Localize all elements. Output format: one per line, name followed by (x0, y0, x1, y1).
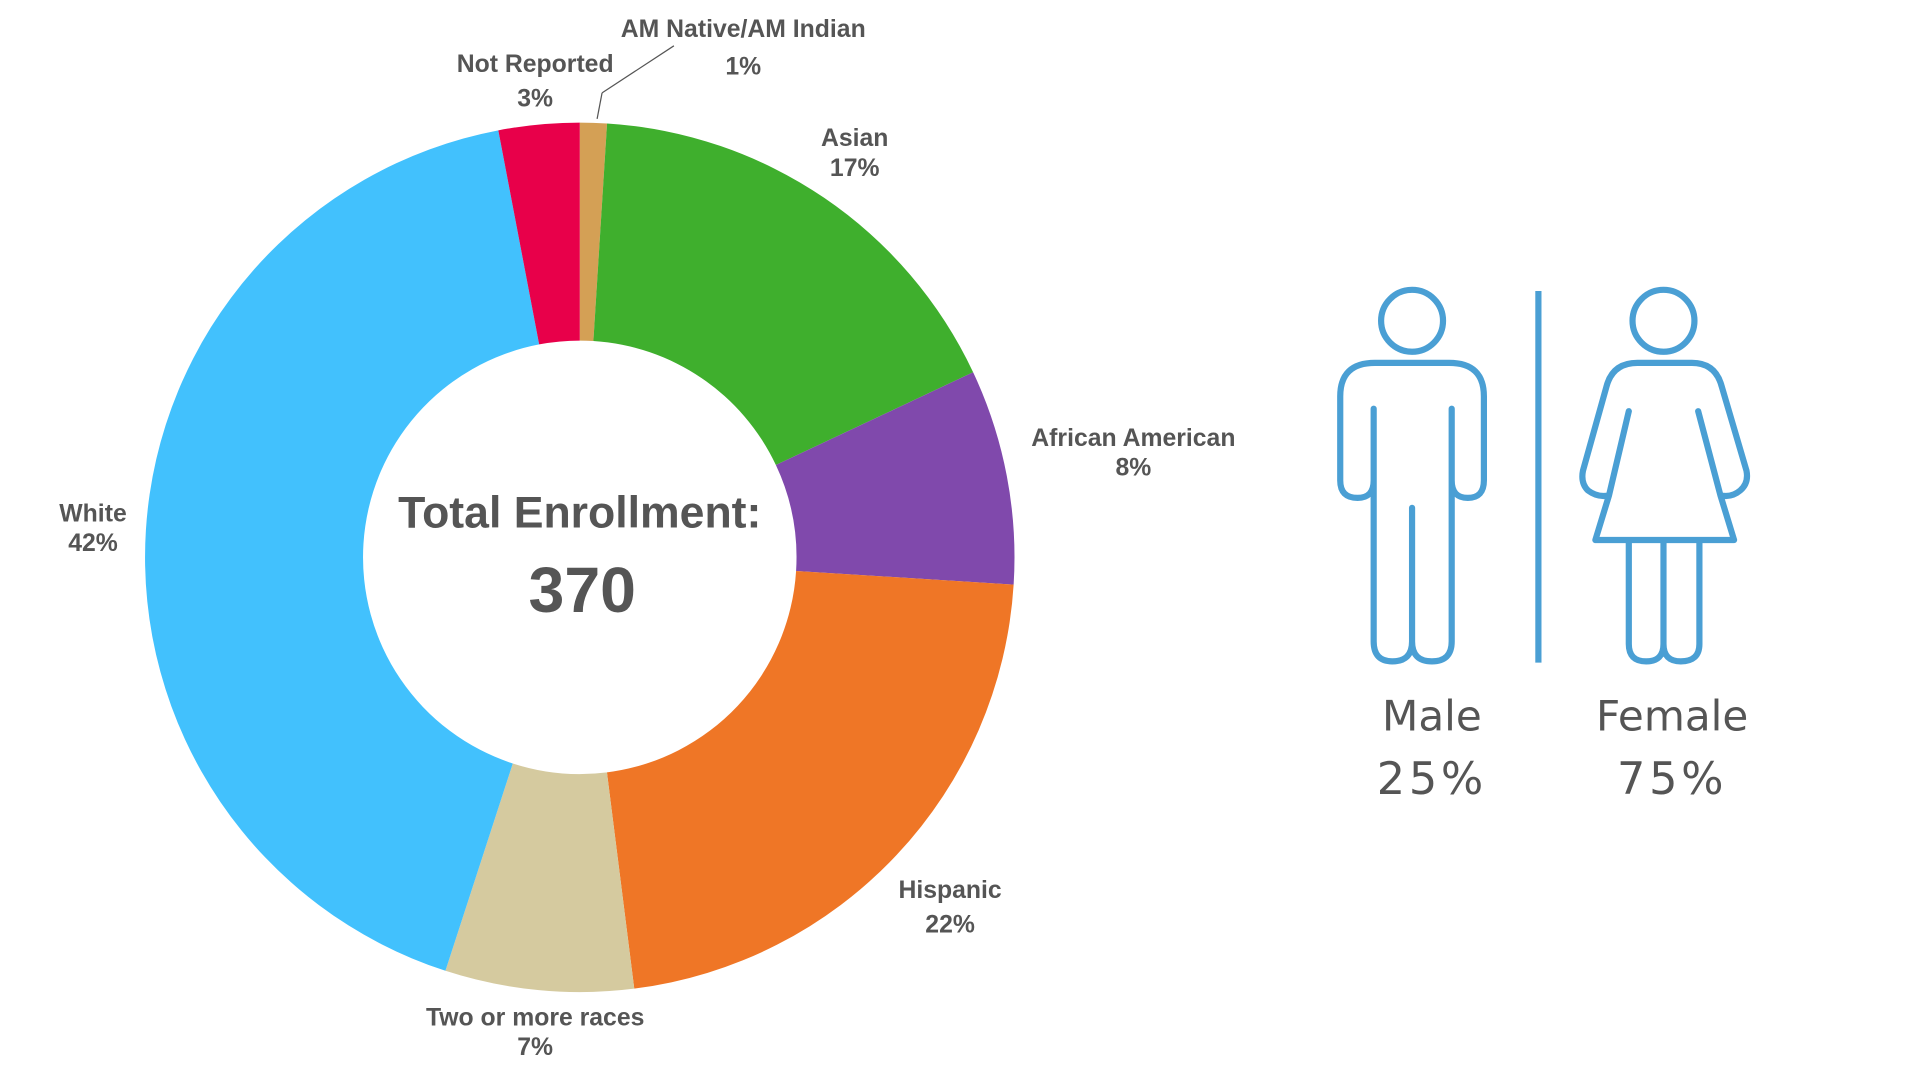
slice-white (145, 130, 540, 971)
label-am-native: AM Native/AM Indian (621, 16, 866, 43)
male-person-icon (1337, 286, 1487, 665)
leader-line-am-native (596, 92, 603, 120)
slice-hispanic (606, 570, 1014, 989)
label-white: White (59, 500, 126, 527)
center-title: Total Enrollment: (398, 489, 761, 538)
label-asian: Asian (821, 125, 888, 152)
female-label: Female (1596, 692, 1748, 741)
pct-am-native: 1% (725, 53, 761, 80)
pct-not-reported: 3% (517, 86, 553, 113)
pct-white: 42% (68, 530, 118, 557)
female-pct: 75% (1617, 753, 1727, 805)
pct-asian: 17% (830, 155, 880, 182)
center-value: 370 (529, 554, 636, 626)
label-two-or-more: Two or more races (426, 1005, 644, 1032)
slice-asian (593, 123, 974, 466)
label-not-reported: Not Reported (457, 51, 614, 78)
male-pct: 25% (1377, 753, 1487, 805)
slice-two-or-more-races (445, 763, 635, 993)
slice-african-american (775, 372, 1015, 585)
male-label: Male (1382, 692, 1482, 741)
label-african-american: African American (1031, 425, 1235, 452)
pct-hispanic: 22% (925, 912, 975, 939)
slice-not-reported (498, 122, 580, 345)
slice-am-native-am-indian (579, 122, 608, 342)
pct-african-american: 8% (1115, 455, 1151, 482)
label-hispanic: Hispanic (898, 877, 1001, 904)
donut-chart (145, 122, 1015, 993)
female-person-icon (1579, 286, 1751, 665)
pct-two-or-more: 7% (517, 1034, 553, 1061)
leader-line-am-native-2 (601, 45, 675, 94)
